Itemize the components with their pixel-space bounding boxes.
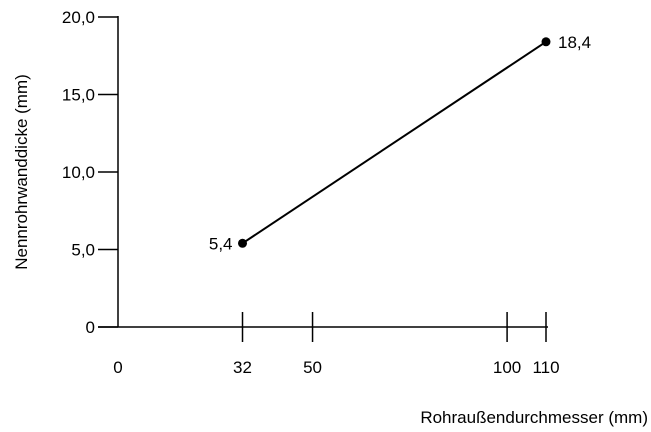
x-tick-label: 110 xyxy=(532,358,559,377)
data-point xyxy=(541,37,551,47)
data-label: 5,4 xyxy=(209,234,233,253)
axes xyxy=(98,16,548,328)
y-tick-label: 0 xyxy=(86,318,95,337)
y-axis-title: Nennrohrwanddicke (mm) xyxy=(12,74,31,270)
x-axis-title: Rohraußendurchmesser (mm) xyxy=(420,408,648,427)
data-label: 18,4 xyxy=(558,33,591,52)
y-tick-label: 10,0 xyxy=(62,163,95,182)
x-tick-label: 0 xyxy=(113,358,122,377)
ticks: 0 5,0 10,0 15,0 20,0 0 32 50 100 110 xyxy=(62,8,560,377)
x-tick-label: 100 xyxy=(493,358,521,377)
data-point xyxy=(238,238,248,248)
series-line xyxy=(241,40,547,245)
y-tick-label: 20,0 xyxy=(62,8,95,27)
series: 5,4 18,4 xyxy=(209,33,591,254)
x-tick-label: 32 xyxy=(233,358,252,377)
y-tick-label: 5,0 xyxy=(71,241,95,260)
x-tick-label: 50 xyxy=(303,358,322,377)
y-tick-label: 15,0 xyxy=(62,86,95,105)
